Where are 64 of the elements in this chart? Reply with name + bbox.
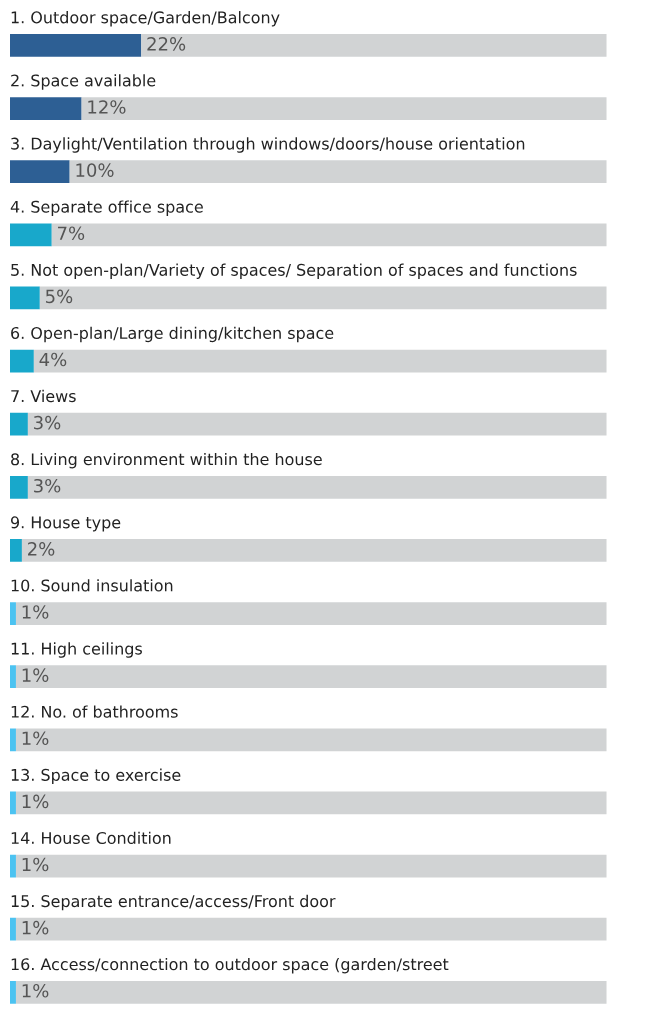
bar [15, 665, 607, 689]
y-tick-label: 10. Sound insulation [11, 579, 173, 592]
y-tick-label: 4. Separate office space [10, 200, 203, 216]
bar [9, 980, 16, 1004]
data-label: 1% [22, 668, 49, 682]
data-label: 2% [28, 542, 55, 556]
bar [9, 791, 16, 815]
bar [15, 917, 607, 941]
bar [69, 160, 607, 184]
bar [9, 34, 142, 57]
bar [9, 349, 34, 373]
bar [9, 160, 70, 184]
bar [15, 791, 607, 815]
data-label: 1% [22, 605, 49, 619]
y-tick-label: 14. House Condition [11, 831, 171, 845]
data-label: 5% [45, 289, 73, 304]
data-label: 1% [22, 920, 49, 935]
y-tick-label: 11. High ceilings [11, 642, 142, 658]
y-tick-label: 1. Outdoor space/Garden/Balcony [11, 11, 280, 27]
bar [9, 854, 16, 878]
data-label: 3% [34, 478, 61, 493]
bar [15, 602, 607, 625]
data-label: 1% [22, 731, 49, 746]
bar [141, 34, 607, 57]
data-label: 7% [58, 226, 85, 241]
bar [9, 97, 82, 120]
y-tick-label: 3. Daylight/Ventilation through windows/doors/house orientation [11, 137, 525, 153]
y-tick-label: 15. Separate entrance/access/Front door [11, 894, 336, 911]
y-tick-label: 13. Space to exercise [11, 768, 181, 785]
bar [81, 97, 607, 120]
bar [15, 854, 607, 878]
data-label: 10% [76, 163, 114, 177]
data-label: 1% [22, 794, 49, 809]
y-tick-label: 12. No. of bathrooms [11, 705, 178, 718]
data-label: 22% [147, 37, 186, 51]
bar [21, 539, 607, 562]
y-tick-label: 5. Not open-plan/Variety of spaces/ Separation of spaces and functions [11, 263, 577, 280]
data-label: 3% [34, 415, 61, 430]
bar [27, 475, 607, 499]
y-tick-label: 7. Views [11, 389, 76, 403]
bar [9, 475, 28, 499]
bar [9, 539, 22, 562]
bar [9, 223, 52, 247]
y-tick-label: 9. House type [11, 516, 121, 532]
bar [9, 412, 28, 436]
bar [9, 602, 16, 625]
y-tick-label: 6. Open-plan/Large dining/kitchen space [11, 326, 334, 343]
bar [33, 349, 607, 373]
y-tick-label: 8. Living environment within the house [11, 452, 322, 469]
bar [9, 728, 16, 752]
y-tick-label: 2. Space available [11, 74, 156, 90]
bar [15, 728, 607, 752]
bar [9, 917, 16, 941]
bar [39, 286, 607, 310]
data-label: 4% [39, 352, 67, 367]
data-label: 1% [22, 857, 49, 872]
data-label: 12% [88, 100, 126, 114]
bar [9, 665, 16, 689]
y-tick-label: 16. Access/connection to outdoor space (garden/street [11, 957, 449, 974]
data-label: 1% [22, 983, 49, 998]
bar [15, 980, 607, 1004]
bar [51, 223, 607, 247]
bar [27, 412, 607, 436]
bar [9, 286, 40, 310]
